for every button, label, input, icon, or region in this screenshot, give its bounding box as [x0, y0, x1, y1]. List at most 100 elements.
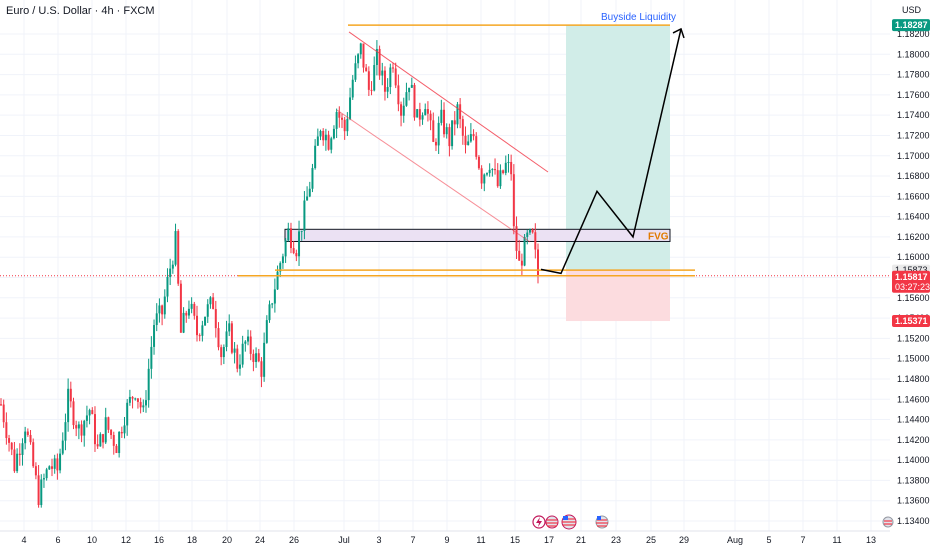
candle [42, 473, 45, 488]
grid [0, 0, 890, 531]
candle [416, 108, 419, 118]
candle [24, 426, 27, 450]
candle [300, 230, 303, 241]
candle [244, 340, 247, 352]
candle [209, 296, 212, 309]
candle [410, 77, 413, 88]
candle [21, 438, 24, 466]
candle [480, 165, 483, 189]
candle [448, 123, 451, 157]
candle [389, 63, 392, 95]
candle [260, 357, 263, 388]
candle [153, 319, 156, 355]
candle [26, 428, 29, 437]
candle [222, 344, 225, 365]
candle [252, 349, 255, 372]
lightning-icon[interactable] [532, 515, 546, 529]
candle [126, 399, 129, 436]
candle [475, 132, 478, 160]
candle [155, 303, 158, 332]
candle [56, 453, 59, 480]
candle [112, 431, 115, 455]
time-tick-label: 11 [476, 535, 485, 545]
time-tick-label: 29 [679, 535, 689, 545]
candle [115, 444, 118, 454]
candle [287, 222, 290, 242]
candle [142, 399, 145, 413]
candle [499, 164, 502, 189]
time-tick-label: Aug [727, 535, 743, 545]
events-bar[interactable] [532, 514, 894, 530]
price-tick-label: 1.14800 [897, 374, 930, 384]
candle [343, 116, 346, 140]
candle [230, 320, 233, 355]
candle [392, 62, 395, 73]
time-tick-label: 9 [444, 535, 449, 545]
candle [123, 417, 126, 439]
candle [158, 298, 161, 323]
candle [434, 138, 437, 152]
candle [32, 438, 35, 468]
time-tick-label: 17 [544, 535, 554, 545]
price-tick-label: 1.15200 [897, 333, 930, 343]
price-tick-label: 1.14400 [897, 415, 930, 425]
price-tick-label: 1.13800 [897, 475, 930, 485]
time-tick-label: 18 [187, 535, 197, 545]
candle [263, 332, 266, 382]
svg-text:1.18287: 1.18287 [895, 20, 928, 30]
candle [520, 253, 523, 277]
svg-text:1.15873: 1.15873 [895, 265, 928, 275]
candle [77, 421, 80, 440]
candle [394, 62, 397, 89]
candle [467, 134, 470, 146]
candle [322, 128, 325, 146]
time-tick-label: 10 [87, 535, 97, 545]
candles [0, 40, 539, 508]
candle [402, 97, 405, 123]
candle [147, 358, 150, 408]
candle [93, 406, 96, 452]
us-flag-icon[interactable] [882, 516, 894, 528]
candle [303, 191, 306, 240]
candle [83, 419, 86, 447]
price-tick-label: 1.17000 [897, 151, 930, 161]
price-tick-label: 1.17800 [897, 70, 930, 80]
candle [507, 154, 510, 173]
candle [526, 229, 529, 245]
stop-price-badge: 1.15371 [892, 315, 930, 328]
time-axis[interactable]: 4 6 10 12 16 18 20 24 26 Jul 3 7 9 11 15 17 21 23 25 29 Aug 5… [21, 535, 876, 545]
candle [53, 454, 56, 474]
candle [375, 40, 378, 76]
price-tick-label: 1.16400 [897, 212, 930, 222]
candle [220, 344, 223, 366]
candle [445, 123, 448, 139]
fvg-label: FVG [648, 231, 669, 242]
us-flag-icon[interactable] [545, 515, 559, 529]
candle [120, 426, 123, 438]
arrowhead-icon [672, 27, 685, 39]
candle [418, 102, 421, 127]
current-price-badge: 1.15817 03:27:23 [892, 270, 930, 293]
candle [437, 116, 440, 155]
candle [29, 430, 32, 445]
price-tick-label: 1.16800 [897, 171, 930, 181]
price-tick-label: 1.17200 [897, 130, 930, 140]
candle [193, 301, 196, 320]
candle [102, 433, 105, 449]
us-flag-icon[interactable] [561, 514, 577, 530]
candle [201, 320, 204, 342]
candle [426, 101, 429, 122]
candle [523, 233, 526, 267]
candle [139, 397, 142, 414]
candle [367, 66, 370, 97]
us-flag-icon[interactable] [595, 515, 609, 529]
candle [469, 123, 472, 143]
time-tick-label: 12 [121, 535, 131, 545]
candle [8, 434, 11, 452]
fvg-zone [284, 228, 671, 242]
candle [332, 125, 335, 140]
price-tick-label: 1.16200 [897, 232, 930, 242]
candle [265, 315, 268, 344]
